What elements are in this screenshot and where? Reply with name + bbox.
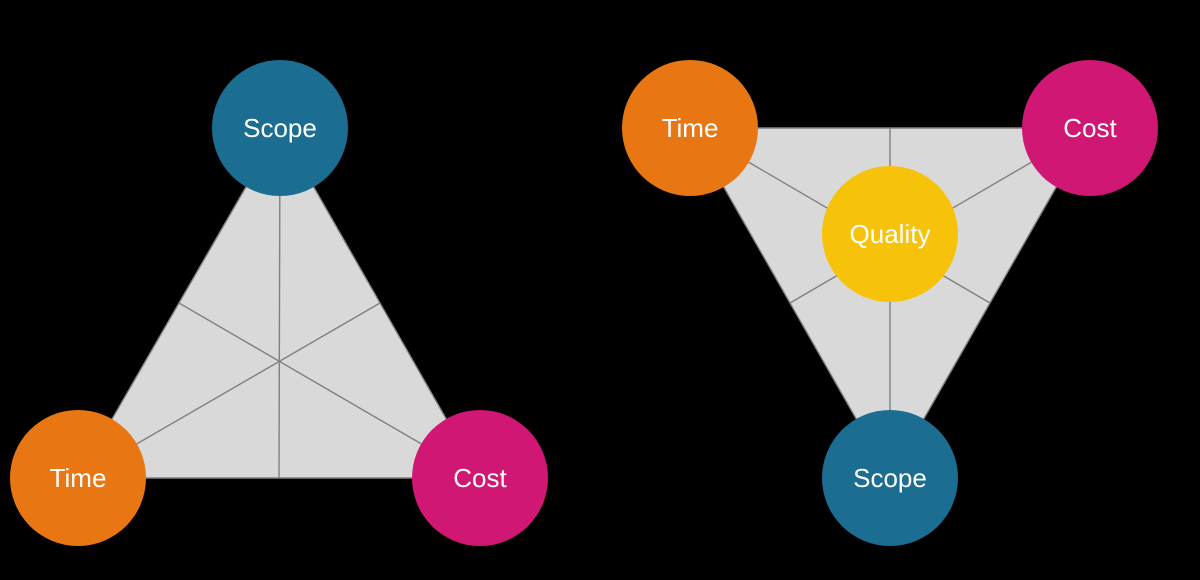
- node-scope: Scope: [822, 410, 958, 546]
- node-label: Cost: [1063, 113, 1117, 143]
- node-label: Time: [50, 463, 107, 493]
- node-cost: Cost: [412, 410, 548, 546]
- diagram-canvas: Scope Time Cost Time Cost Scope Quality: [0, 0, 1200, 580]
- node-label: Scope: [243, 113, 317, 143]
- node-label: Quality: [850, 219, 931, 249]
- node-time: Time: [10, 410, 146, 546]
- node-cost: Cost: [1022, 60, 1158, 196]
- node-quality: Quality: [822, 166, 958, 302]
- node-scope: Scope: [212, 60, 348, 196]
- node-label: Scope: [853, 463, 927, 493]
- node-label: Time: [662, 113, 719, 143]
- node-time: Time: [622, 60, 758, 196]
- left-triangle-diagram: Scope Time Cost: [10, 60, 548, 546]
- right-triangle-diagram: Time Cost Scope Quality: [622, 60, 1158, 546]
- node-label: Cost: [453, 463, 507, 493]
